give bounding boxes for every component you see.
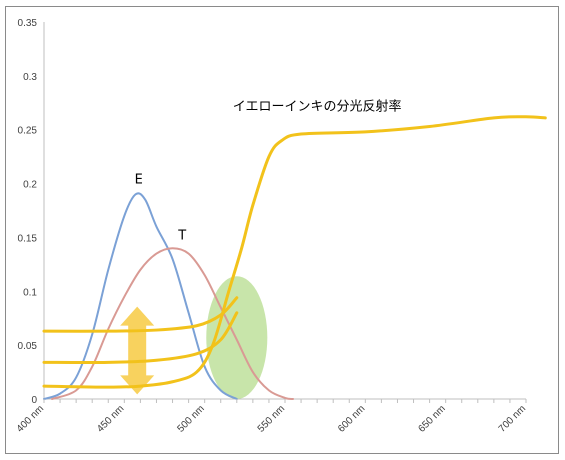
series-line-3 xyxy=(42,296,239,333)
double-arrow xyxy=(120,306,155,395)
y-tick-label: 0.05 xyxy=(18,341,38,352)
series-group xyxy=(42,115,547,400)
y-tick-label: 0 xyxy=(31,395,37,406)
series-line-1 xyxy=(51,247,295,400)
annotation-label: T xyxy=(177,229,186,244)
y-tick-label: 0.35 xyxy=(18,18,38,29)
y-tick-label: 0.1 xyxy=(23,287,37,298)
x-tick-label: 500 nm xyxy=(175,403,206,434)
x-tick-label: 550 nm xyxy=(256,403,287,434)
annotations: E T イエローインキの分光反射率 xyxy=(135,98,402,243)
y-tick-label: 0.2 xyxy=(23,180,37,191)
y-tick-labels: 0 0.05 0.1 0.15 0.2 0.25 0.3 0.35 xyxy=(18,18,38,406)
annotation-label: E xyxy=(135,173,143,188)
x-tick-label: 700 nm xyxy=(497,403,528,434)
x-tick-label: 450 nm xyxy=(95,403,126,434)
x-tick-labels: 400 nm 450 nm 500 nm 550 nm 600 nm 650 nm 700 … xyxy=(15,399,528,435)
y-tick-label: 0.3 xyxy=(23,72,37,83)
axes xyxy=(43,22,526,400)
y-tick-label: 0.15 xyxy=(18,233,38,244)
x-tick-label: 400 nm xyxy=(15,403,46,434)
x-tick-label: 600 nm xyxy=(336,403,367,434)
series-line-4 xyxy=(42,311,239,365)
overlays xyxy=(120,276,268,399)
y-tick-label: 0.25 xyxy=(18,126,38,137)
series-line-2 xyxy=(42,115,547,389)
x-tick-label: 650 nm xyxy=(416,403,447,434)
annotation-label: イエローインキの分光反射率 xyxy=(233,98,402,114)
chart-frame xyxy=(5,6,559,454)
